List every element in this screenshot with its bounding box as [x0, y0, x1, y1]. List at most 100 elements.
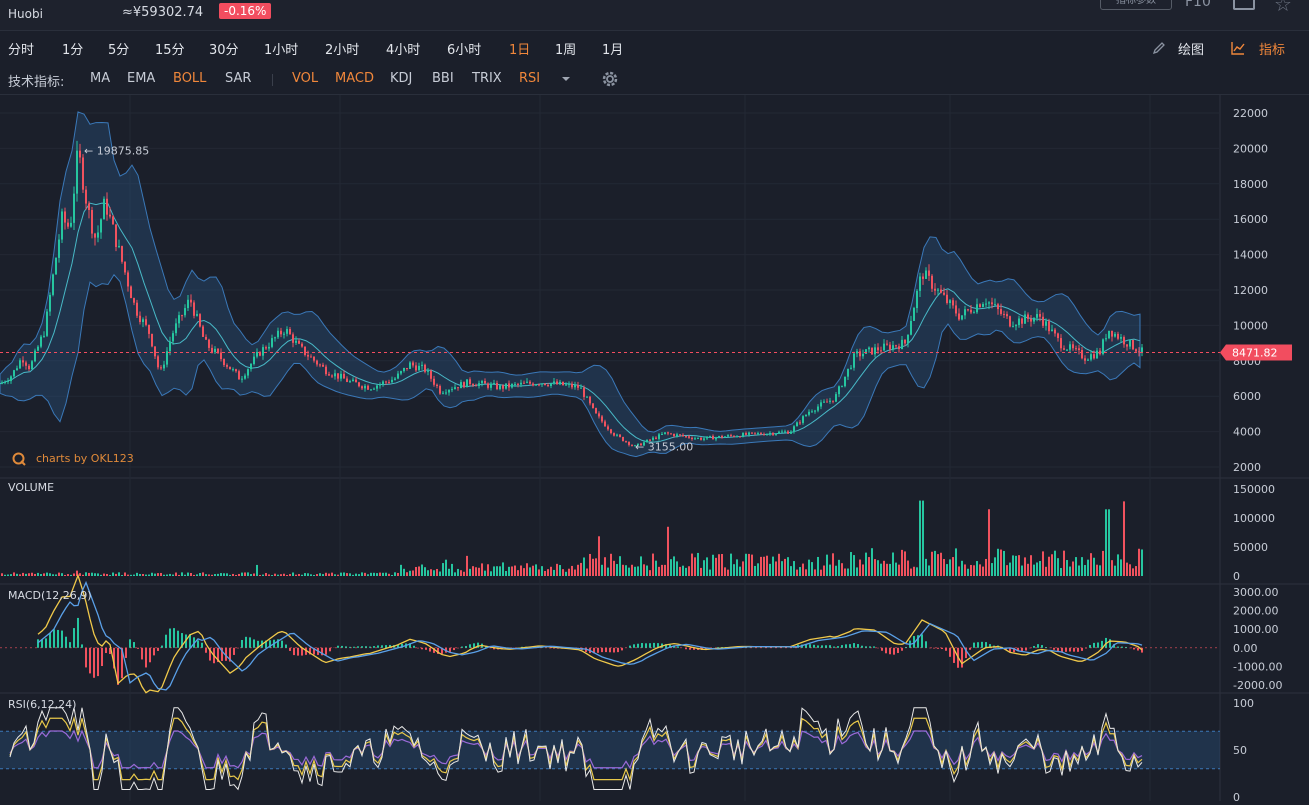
volume-bar [790, 566, 792, 576]
timeframe-tab[interactable]: 2小时 [325, 39, 359, 58]
volume-bar [319, 573, 321, 576]
volume-bar [31, 573, 33, 576]
indicator-button[interactable]: 指标 [1259, 39, 1285, 58]
indicator-boll[interactable]: BOLL [173, 71, 206, 86]
volume-bar [604, 557, 606, 576]
volume-bar [799, 567, 801, 576]
candle-body [394, 379, 396, 380]
volume-bar [736, 559, 738, 576]
caret-down-icon[interactable] [561, 76, 571, 82]
candle-body [34, 351, 36, 362]
volume-bar [703, 560, 705, 576]
volume-bar [442, 563, 444, 576]
volume-bar [922, 501, 924, 576]
timeframe-tab[interactable]: 6小时 [447, 39, 481, 58]
candle-body [304, 347, 306, 355]
indicator-ma[interactable]: MA [90, 71, 110, 86]
candle-body [55, 258, 57, 275]
volume-bar [727, 570, 729, 576]
indicator-trix[interactable]: TRIX [472, 71, 502, 86]
timeframe-tab[interactable]: 1周 [555, 39, 576, 58]
volume-bar [121, 575, 123, 576]
macd-histogram-bar [1137, 648, 1139, 651]
indicator-kdj[interactable]: KDJ [390, 71, 412, 86]
indicator-vol[interactable]: VOL [292, 71, 318, 86]
macd-histogram-bar [941, 648, 943, 649]
indicator-bbi[interactable]: BBI [432, 71, 454, 86]
macd-histogram-bar [341, 646, 343, 648]
volume-bar [973, 565, 975, 576]
volume-bar [1066, 560, 1068, 576]
candle-body [985, 304, 987, 305]
volume-bar [130, 575, 132, 576]
candle-body [520, 383, 522, 385]
gear-icon[interactable] [601, 70, 619, 88]
candle-body [145, 319, 147, 325]
candle-body [874, 347, 876, 354]
timeframe-tab[interactable]: 1分 [62, 39, 83, 58]
candle-body [1129, 340, 1131, 347]
indicator-macd[interactable]: MACD [335, 71, 374, 86]
indicator-label: 技术指标: [8, 71, 64, 90]
timeframe-tab[interactable]: 30分 [209, 39, 239, 58]
candle-body [883, 344, 885, 351]
candle-body [427, 371, 429, 372]
macd-histogram-bar [549, 648, 551, 649]
candle-body [355, 380, 357, 383]
timeframe-tab-active[interactable]: 1日 [509, 39, 530, 58]
timeframe-tab[interactable]: 15分 [155, 39, 185, 58]
candle-body [772, 433, 774, 435]
timeframe-tab[interactable]: 1小时 [264, 39, 298, 58]
timeframe-tab[interactable]: 1月 [602, 39, 623, 58]
volume-bar [976, 561, 978, 576]
timeframe-tab[interactable]: 5分 [108, 39, 129, 58]
volume-bar [715, 558, 717, 576]
volume-bar [673, 556, 675, 576]
draw-button[interactable]: 绘图 [1178, 39, 1204, 58]
candle-body [610, 429, 612, 433]
volume-bar [826, 555, 828, 576]
macd-histogram-bar [37, 639, 39, 647]
macd-histogram-bar [49, 633, 51, 648]
candle-body [532, 384, 534, 386]
volume-bar [400, 565, 402, 576]
volume-bar [16, 574, 18, 576]
volume-bar [64, 575, 66, 576]
pen-icon[interactable] [1152, 41, 1166, 55]
candle-body [586, 397, 588, 398]
price-tick-label: 12000 [1233, 284, 1268, 297]
macd-histogram-bar [865, 646, 867, 647]
candle-body [25, 362, 27, 365]
line-chart-icon[interactable] [1231, 41, 1245, 55]
timeframe-tab[interactable]: 分时 [8, 39, 34, 58]
macd-histogram-bar [689, 648, 691, 650]
volume-bar [142, 574, 144, 576]
volume-bar [961, 561, 963, 576]
macd-histogram-bar [205, 648, 207, 653]
volume-bar [1045, 567, 1047, 576]
star-icon[interactable]: ☆ [1274, 0, 1292, 16]
volume-bar [178, 575, 180, 576]
indicator-params-button[interactable]: 指标参数 [1100, 0, 1172, 10]
indicator-rsi[interactable]: RSI [519, 71, 540, 86]
volume-bar [1135, 566, 1137, 576]
volume-bar [640, 556, 642, 576]
indicator-ema[interactable]: EMA [127, 71, 155, 86]
volume-bar [277, 575, 279, 576]
candle-body [856, 351, 858, 353]
kline-chart[interactable]: 2200020000180001600014000120001000080006… [0, 95, 1309, 801]
candle-body [13, 370, 15, 376]
candle-body [157, 356, 159, 367]
candle-body [529, 382, 531, 384]
f10-button[interactable]: F10 [1185, 0, 1211, 10]
candle-body [622, 437, 624, 441]
indicator-sar[interactable]: SAR [225, 71, 251, 86]
fullscreen-icon[interactable] [1233, 0, 1255, 10]
current-price-label: 8471.82 [1232, 346, 1278, 359]
candle-body [289, 329, 291, 334]
candle-body [604, 421, 606, 426]
timeframe-tab[interactable]: 4小时 [386, 39, 420, 58]
macd-histogram-bar [169, 629, 171, 648]
candle-body [178, 315, 180, 323]
